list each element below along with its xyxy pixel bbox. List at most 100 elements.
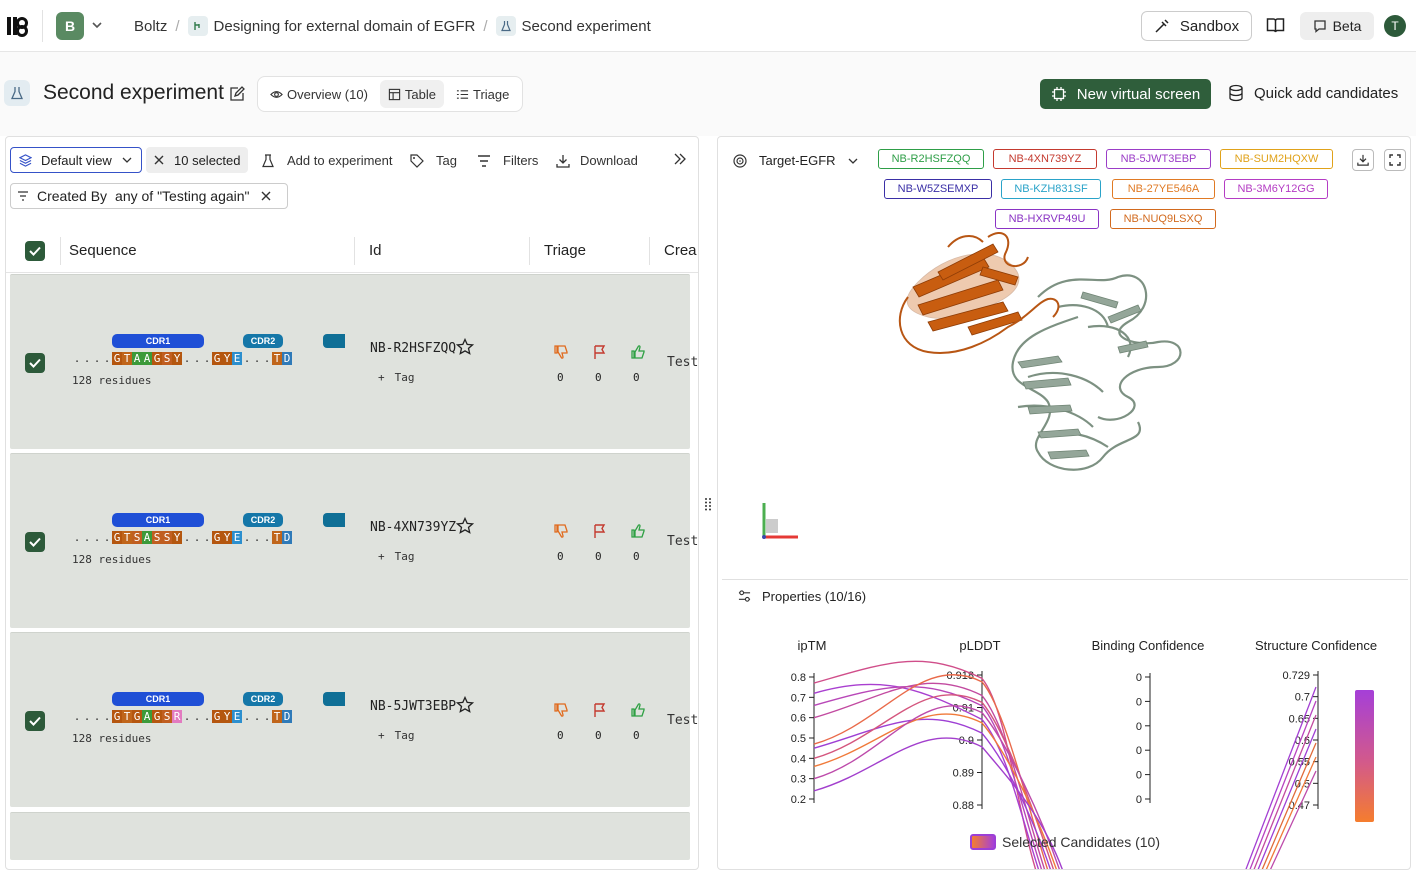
protein-structure-render[interactable] — [888, 227, 1208, 497]
row-checkbox[interactable] — [25, 532, 45, 552]
series-line[interactable] — [813, 686, 1044, 870]
star-icon[interactable] — [456, 517, 474, 535]
tab-triage[interactable]: Triage — [448, 80, 517, 108]
chevron-down-icon[interactable] — [91, 21, 103, 31]
add-to-experiment-button[interactable]: Add to experiment — [261, 153, 393, 168]
color-scale-bar — [1355, 690, 1374, 822]
series-line[interactable] — [1247, 700, 1317, 870]
series-line[interactable] — [1259, 742, 1317, 870]
add-tag-button[interactable]: + Tag — [378, 729, 415, 742]
app-logo-icon[interactable] — [6, 14, 28, 38]
flag-icon[interactable] — [592, 523, 608, 539]
series-line[interactable] — [1263, 756, 1317, 870]
thumbs-down-icon[interactable] — [553, 523, 569, 539]
column-header-sequence[interactable]: Sequence — [69, 242, 137, 259]
breadcrumb-project[interactable]: Designing for external domain of EGFR — [213, 17, 476, 35]
candidate-chip[interactable]: NB-NUQ9LSXQ — [1110, 209, 1216, 229]
breadcrumb-separator: / — [483, 17, 488, 35]
download-structure-button[interactable] — [1352, 149, 1374, 171]
series-line[interactable] — [813, 718, 1053, 870]
user-avatar[interactable]: T — [1384, 15, 1406, 37]
series-line[interactable] — [1267, 770, 1317, 870]
tab-table[interactable]: Table — [379, 80, 444, 108]
candidate-chip[interactable]: NB-27YE546A — [1112, 179, 1215, 199]
table-row-partial — [10, 812, 690, 860]
candidate-chip[interactable]: NB-5JWT3EBP — [1106, 149, 1211, 169]
flag-icon[interactable] — [592, 344, 608, 360]
active-filter-chip[interactable]: Created By any of "Testing again" — [10, 183, 288, 209]
residue: Y — [222, 352, 232, 365]
target-select[interactable]: Target-EGFR — [733, 153, 858, 168]
new-virtual-screen-button[interactable]: New virtual screen — [1040, 79, 1211, 109]
filters-button[interactable]: Filters — [477, 153, 538, 168]
series-line[interactable] — [1255, 728, 1317, 870]
candidate-id[interactable]: NB-R2HSFZQQ — [370, 341, 457, 356]
panel-resize-handle[interactable] — [704, 497, 712, 511]
workspace-avatar[interactable]: B — [56, 12, 84, 40]
star-icon[interactable] — [456, 696, 474, 714]
column-header-triage[interactable]: Triage — [544, 242, 586, 259]
chevrons-right-icon[interactable] — [674, 153, 686, 165]
candidate-chip[interactable]: NB-HXRVP49U — [995, 209, 1099, 229]
select-all-checkbox[interactable] — [25, 241, 45, 261]
breadcrumb-root[interactable]: Boltz — [134, 17, 168, 35]
candidate-chip[interactable]: NB-4XN739YZ — [993, 149, 1097, 169]
view-select[interactable]: Default view — [10, 147, 142, 173]
candidate-chip[interactable]: NB-SUM2HQXW — [1220, 149, 1333, 169]
thumbs-down-icon[interactable] — [553, 344, 569, 360]
tab-overview[interactable]: Overview (10) — [262, 80, 376, 108]
plus-icon: + — [378, 550, 385, 563]
docs-book-icon[interactable] — [1266, 17, 1285, 34]
add-tag-button[interactable]: + Tag — [378, 550, 415, 563]
candidate-id[interactable]: NB-5JWT3EBP — [370, 699, 457, 714]
flag-icon[interactable] — [592, 702, 608, 718]
thumbs-up-icon[interactable] — [630, 344, 646, 360]
row-checkbox[interactable] — [25, 711, 45, 731]
column-header-id[interactable]: Id — [369, 242, 382, 259]
properties-header[interactable]: Properties (10/16) — [738, 589, 866, 604]
beta-button[interactable]: Beta — [1300, 12, 1374, 40]
properties-parallel-chart[interactable]: ipTM0.80.70.60.50.40.30.2pLDDT0.9180.910… — [718, 627, 1411, 870]
candidate-chip[interactable]: NB-R2HSFZQQ — [878, 149, 984, 169]
divider — [42, 10, 43, 42]
series-line[interactable] — [813, 682, 1047, 870]
series-line[interactable] — [813, 674, 1050, 870]
tag-button[interactable]: Tag — [410, 153, 457, 168]
close-icon[interactable] — [154, 155, 164, 165]
candidate-chip[interactable]: NB-KZH831SF — [1001, 179, 1101, 199]
series-line[interactable] — [813, 705, 1062, 870]
thumbs-up-icon[interactable] — [630, 523, 646, 539]
fullscreen-button[interactable] — [1384, 149, 1406, 171]
candidate-chip[interactable]: NB-W5ZSEMXP — [884, 179, 992, 199]
series-line[interactable] — [813, 737, 1065, 870]
add-tag-button[interactable]: + Tag — [378, 371, 415, 384]
selection-chip[interactable]: 10 selected — [146, 147, 248, 173]
series-line[interactable] — [1251, 714, 1317, 870]
thumbs-down-icon[interactable] — [553, 702, 569, 718]
residue: G — [112, 531, 122, 544]
download-button[interactable]: Download — [556, 153, 638, 168]
thumbs-up-icon[interactable] — [630, 702, 646, 718]
candidate-chip[interactable]: NB-3M6Y12GG — [1224, 179, 1328, 199]
series-line[interactable] — [813, 713, 1059, 870]
axis-title: pLDDT — [959, 638, 1000, 653]
candidate-id[interactable]: NB-4XN739YZ — [370, 520, 457, 535]
close-icon[interactable] — [261, 191, 271, 201]
series-line[interactable] — [1243, 686, 1317, 870]
quick-add-candidates-button[interactable]: Quick add candidates — [1228, 84, 1398, 102]
edit-icon[interactable] — [229, 86, 245, 102]
row-checkbox[interactable] — [25, 353, 45, 373]
sandbox-button[interactable]: Sandbox — [1141, 11, 1252, 41]
breadcrumb-experiment[interactable]: Second experiment — [521, 17, 651, 35]
residue: Y — [222, 531, 232, 544]
star-icon[interactable] — [456, 338, 474, 356]
top-bar: B Boltz / Designing for external domain … — [0, 0, 1416, 52]
column-header-created[interactable]: Crea — [664, 242, 697, 259]
series-line[interactable] — [813, 683, 1041, 870]
